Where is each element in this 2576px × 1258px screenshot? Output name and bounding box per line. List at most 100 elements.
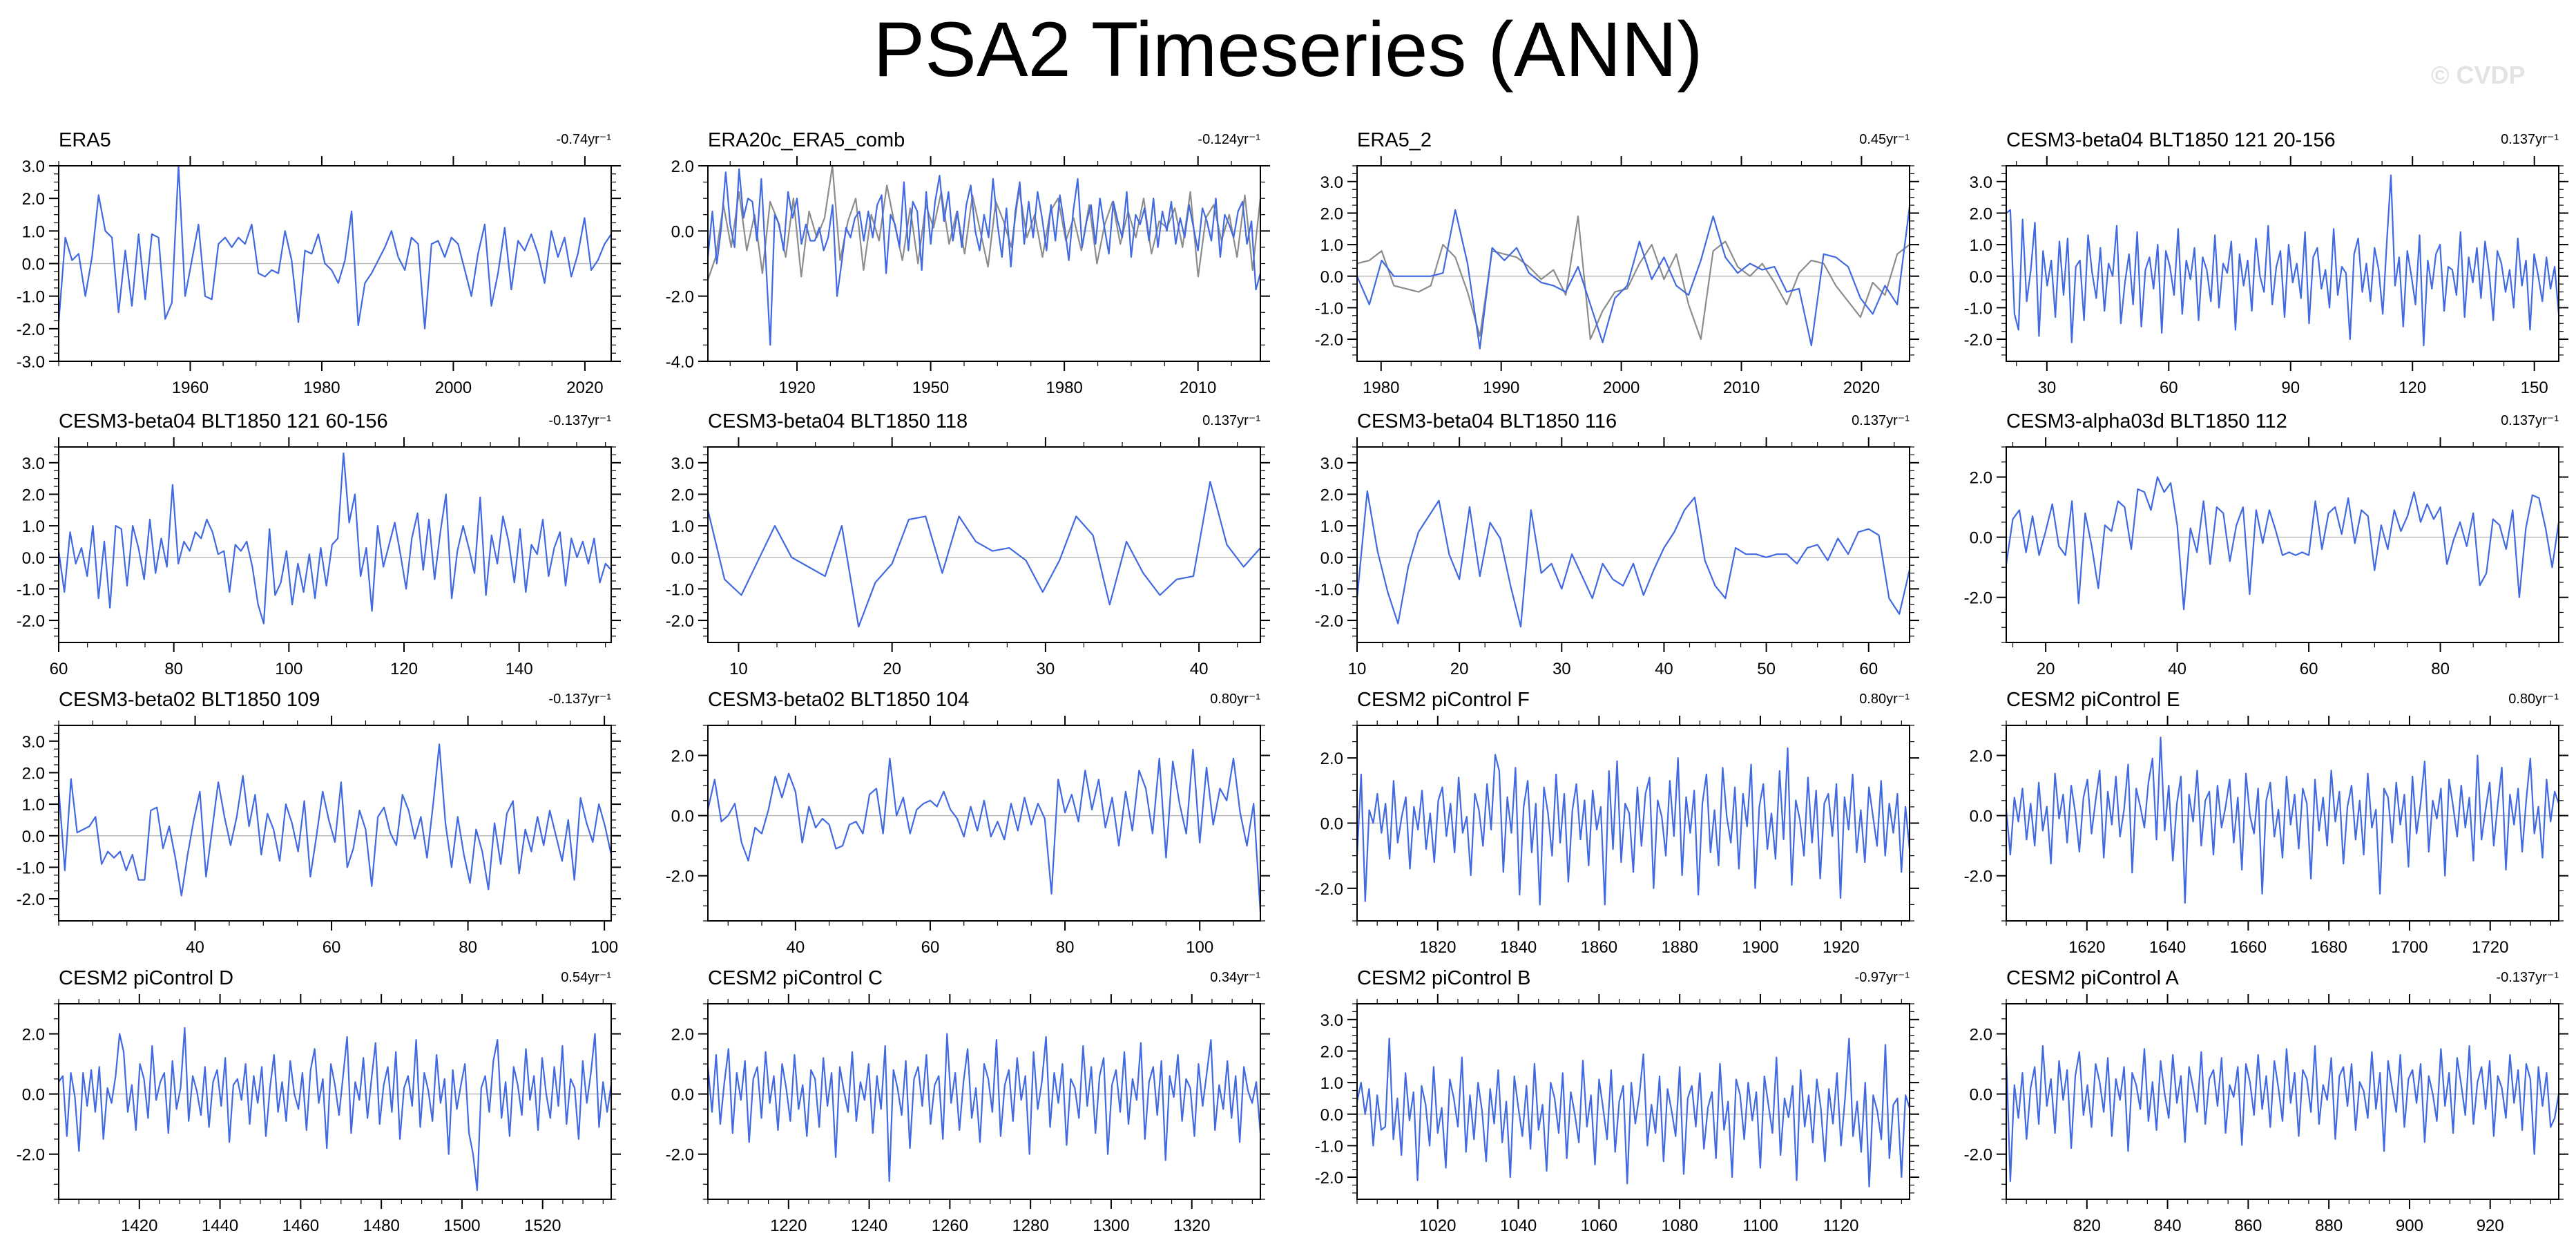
x-tick-label: 1460 <box>282 1217 319 1235</box>
x-tick-label: 80 <box>164 660 183 678</box>
plot-frame <box>2006 165 2559 362</box>
x-tick-label: 40 <box>186 938 204 957</box>
x-tick-label: 1260 <box>932 1217 968 1235</box>
panel-trend: 0.80yr⁻¹ <box>1210 692 1260 707</box>
watermark: © CVDP <box>2431 61 2526 89</box>
series-line <box>1356 747 1911 906</box>
panel-title: CESM2 piControl D <box>59 967 233 989</box>
y-tick-label: -2.0 <box>666 1146 694 1165</box>
y-tick-label: 2.0 <box>671 1026 694 1045</box>
panel-trend: -0.74yr⁻¹ <box>557 132 612 147</box>
x-tick-label: 60 <box>921 938 940 957</box>
x-tick-label: 1880 <box>1661 938 1698 957</box>
series-line <box>2006 174 2560 347</box>
y-tick-label: 3.0 <box>22 158 45 176</box>
chart-panel-12: CESM2 piControl E 0.80yr⁻¹ -2.0 0.0 2.0 1620 1… <box>1964 689 2568 957</box>
x-tick-label: 10 <box>729 660 748 678</box>
y-tick-label: 1.0 <box>1320 517 1343 536</box>
y-tick-label: 0.0 <box>1970 808 1992 826</box>
x-tick-label: 100 <box>1186 938 1213 957</box>
plot-frame <box>707 725 1261 922</box>
panel-trend: 0.137yr⁻¹ <box>2501 413 2559 428</box>
y-tick-label: 2.0 <box>1970 747 1992 766</box>
x-tick-label: 120 <box>390 660 418 678</box>
comparison-series-line <box>1356 215 1910 341</box>
y-tick-label: -2.0 <box>1315 880 1343 899</box>
panel-trend: 0.137yr⁻¹ <box>1202 413 1260 428</box>
x-tick-label: 880 <box>2315 1217 2343 1235</box>
panel-trend: 0.34yr⁻¹ <box>1210 970 1260 985</box>
plot-frame <box>2006 725 2559 922</box>
y-tick-label: -3.0 <box>17 353 45 372</box>
y-tick-label: -2.0 <box>666 868 694 886</box>
x-tick-label: 60 <box>323 938 341 957</box>
chart-panel-15: CESM2 piControl B -0.97yr⁻¹ -2.0 -1.0 0.0 1.0… <box>1315 967 1919 1235</box>
x-tick-label: 20 <box>2037 660 2055 678</box>
x-tick-label: 1660 <box>2230 938 2267 957</box>
y-tick-label: 2.0 <box>671 158 694 176</box>
y-tick-label: -1.0 <box>1315 1137 1343 1156</box>
y-tick-label: 3.0 <box>1970 173 1992 192</box>
y-tick-label: 1.0 <box>22 517 45 536</box>
x-tick-label: 1680 <box>2310 938 2347 957</box>
y-tick-label: 2.0 <box>1320 1042 1343 1061</box>
x-tick-label: 1920 <box>1823 938 1859 957</box>
x-tick-label: 1840 <box>1500 938 1537 957</box>
x-tick-label: 60 <box>1859 660 1878 678</box>
series-line <box>707 748 1262 912</box>
y-tick-label: -2.0 <box>1315 1169 1343 1188</box>
chart-panel-16: CESM2 piControl A -0.137yr⁻¹ -2.0 0.0 2.0 820… <box>1964 967 2568 1235</box>
x-tick-label: 1220 <box>770 1217 807 1235</box>
y-tick-label: -1.0 <box>17 859 45 877</box>
series-line <box>2005 736 2560 904</box>
panel-trend: 0.80yr⁻¹ <box>2508 692 2559 707</box>
comparison-series-line <box>707 164 1262 280</box>
x-tick-label: 40 <box>1655 660 1673 678</box>
series-line <box>707 168 1262 346</box>
series-line <box>1356 207 1911 350</box>
x-tick-label: 80 <box>1056 938 1075 957</box>
series-line <box>2005 476 2560 611</box>
panel-title: CESM2 piControl B <box>1357 967 1530 989</box>
series-line <box>707 481 1261 628</box>
y-tick-label: 1.0 <box>1970 236 1992 255</box>
y-tick-label: 2.0 <box>1970 469 1992 488</box>
x-tick-label: 1620 <box>2068 938 2105 957</box>
y-tick-label: 0.0 <box>22 828 45 846</box>
x-tick-label: 1420 <box>121 1217 157 1235</box>
x-tick-label: 1040 <box>1500 1217 1537 1235</box>
y-tick-label: -2.0 <box>1964 331 1992 350</box>
panel-title: ERA20c_ERA5_comb <box>708 129 905 151</box>
x-tick-label: 1300 <box>1093 1217 1129 1235</box>
plot-frame <box>2006 446 2559 643</box>
y-tick-label: 0.0 <box>22 1086 45 1105</box>
x-tick-label: 1060 <box>1581 1217 1617 1235</box>
y-tick-label: -2.0 <box>17 321 45 339</box>
x-tick-label: 1990 <box>1483 379 1519 397</box>
x-tick-label: 2000 <box>1603 379 1640 397</box>
x-tick-label: 40 <box>786 938 805 957</box>
plot-frame <box>707 446 1261 643</box>
x-tick-label: 140 <box>506 660 533 678</box>
x-tick-label: 1960 <box>172 379 209 397</box>
panel-title: CESM3-beta04 BLT1850 118 <box>708 410 968 432</box>
plot-frame <box>1356 1003 1910 1200</box>
x-tick-label: 40 <box>2168 660 2186 678</box>
y-tick-label: 3.0 <box>1320 173 1343 192</box>
series-line <box>707 1033 1262 1183</box>
panel-trend: 0.45yr⁻¹ <box>1859 132 1910 147</box>
y-tick-label: 2.0 <box>22 764 45 783</box>
y-tick-label: 2.0 <box>1970 204 1992 223</box>
chart-panel-2: ERA20c_ERA5_comb -0.124yr⁻¹ -4.0 -2.0 0.0 2.0… <box>666 129 1270 397</box>
x-tick-label: 1860 <box>1581 938 1617 957</box>
y-tick-label: 2.0 <box>22 1026 45 1045</box>
panel-trend: -0.97yr⁻¹ <box>1855 970 1910 985</box>
chart-panel-7: CESM3-beta04 BLT1850 116 0.137yr⁻¹ -2.0 -1.… <box>1315 410 1919 678</box>
y-tick-label: 1.0 <box>22 222 45 241</box>
chart-panel-9: CESM3-beta02 BLT1850 109 -0.137yr⁻¹ -2.0 -1… <box>17 689 621 957</box>
plot-frame <box>58 725 612 922</box>
x-tick-label: 20 <box>1450 660 1469 678</box>
y-tick-label: 0.0 <box>1320 1106 1343 1125</box>
x-tick-label: 1920 <box>778 379 815 397</box>
y-tick-label: 2.0 <box>22 190 45 209</box>
